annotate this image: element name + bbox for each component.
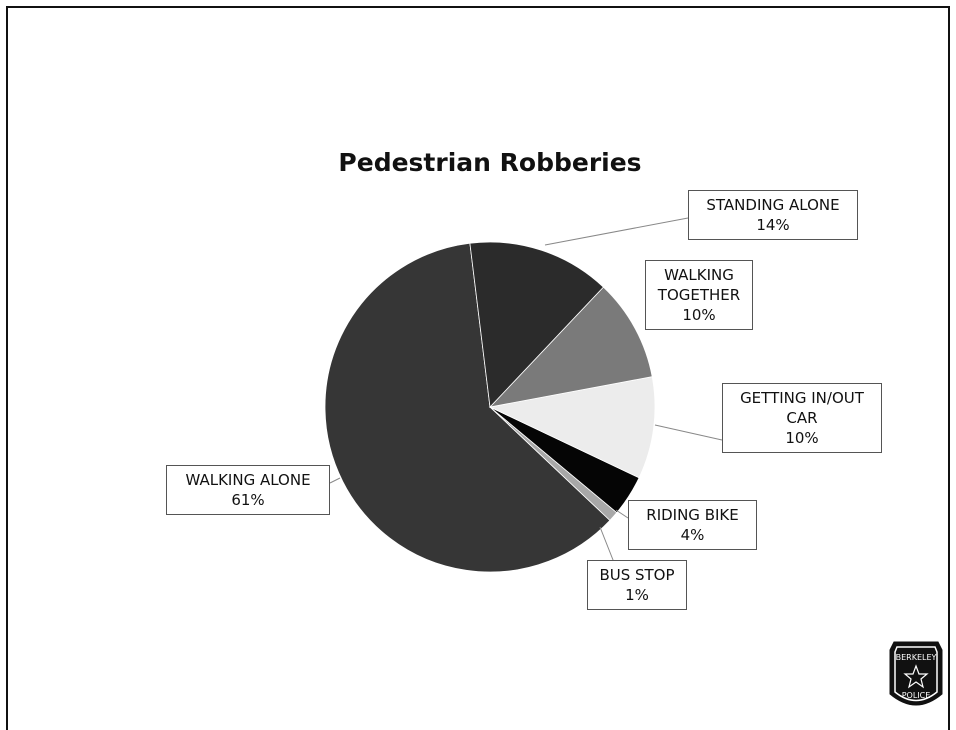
data-label: WALKING TOGETHER 10% [645,260,753,330]
data-label: WALKING ALONE 61% [166,465,330,515]
leader-lines [329,217,723,566]
leader-line [599,526,616,566]
data-label: RIDING BIKE 4% [628,500,757,550]
value-label: 10% [682,306,716,324]
data-label: BUS STOP 1% [587,560,687,610]
leader-line [329,477,341,484]
slide-frame [6,6,950,730]
category-label: WALKING ALONE [185,471,311,489]
chart-title: Pedestrian Robberies [338,148,642,177]
pie-slice [488,286,653,408]
value-label: 61% [231,491,265,509]
police-badge: BERKELEY POLICE [889,641,943,706]
category-label: BUS STOP [599,566,675,584]
leader-line [615,509,629,519]
pie-slice [324,242,611,573]
badge-bottom-text: POLICE [902,691,931,700]
badge-top-text: BERKELEY [896,653,937,662]
value-label: 4% [680,526,705,544]
data-label: STANDING ALONE 14% [688,190,858,240]
leader-line [654,424,723,441]
category-label: GETTING IN/OUT CAR [740,389,864,427]
category-label: WALKING TOGETHER [657,266,741,304]
data-label: GETTING IN/OUT CAR 10% [722,383,882,453]
value-label: 10% [785,429,819,447]
category-label: RIDING BIKE [646,506,739,524]
leader-line [544,217,689,246]
value-label: 1% [625,586,649,604]
value-label: 14% [756,216,790,234]
pie-slice [488,376,656,479]
pie-slice [469,241,604,408]
category-label: STANDING ALONE [706,196,840,214]
